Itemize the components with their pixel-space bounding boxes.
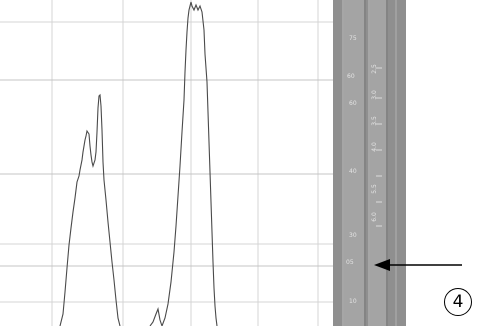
ruler-label: 60 (349, 100, 357, 107)
chromatogram-peak-right (149, 1, 218, 326)
ruler-sub-label: 6.0 (370, 212, 378, 222)
callout-number-badge: 4 (444, 288, 472, 316)
ruler-label: 40 (349, 168, 357, 175)
ruler-band-light (370, 0, 386, 326)
ruler-label: 60 (347, 73, 355, 80)
scale-ruler (333, 0, 406, 326)
ruler-band-light (344, 0, 364, 326)
arrow-pointer (374, 259, 462, 271)
ruler-sub-label: 5.5 (370, 184, 378, 194)
ruler-sub-label: 3.0 (370, 90, 378, 100)
ruler-sub-label: 2.5 (370, 64, 378, 74)
ruler-label: 05 (346, 259, 354, 266)
arrow-head (374, 259, 390, 271)
ruler-sub-label: 4.0 (370, 142, 378, 152)
ruler-sub-label: 3.5 (370, 116, 378, 126)
chromatogram-peak-left (59, 93, 121, 326)
grid (0, 0, 333, 326)
ruler-label: 75 (349, 35, 357, 42)
ruler-label: 10 (349, 298, 357, 305)
ruler-label: 30 (349, 232, 357, 239)
